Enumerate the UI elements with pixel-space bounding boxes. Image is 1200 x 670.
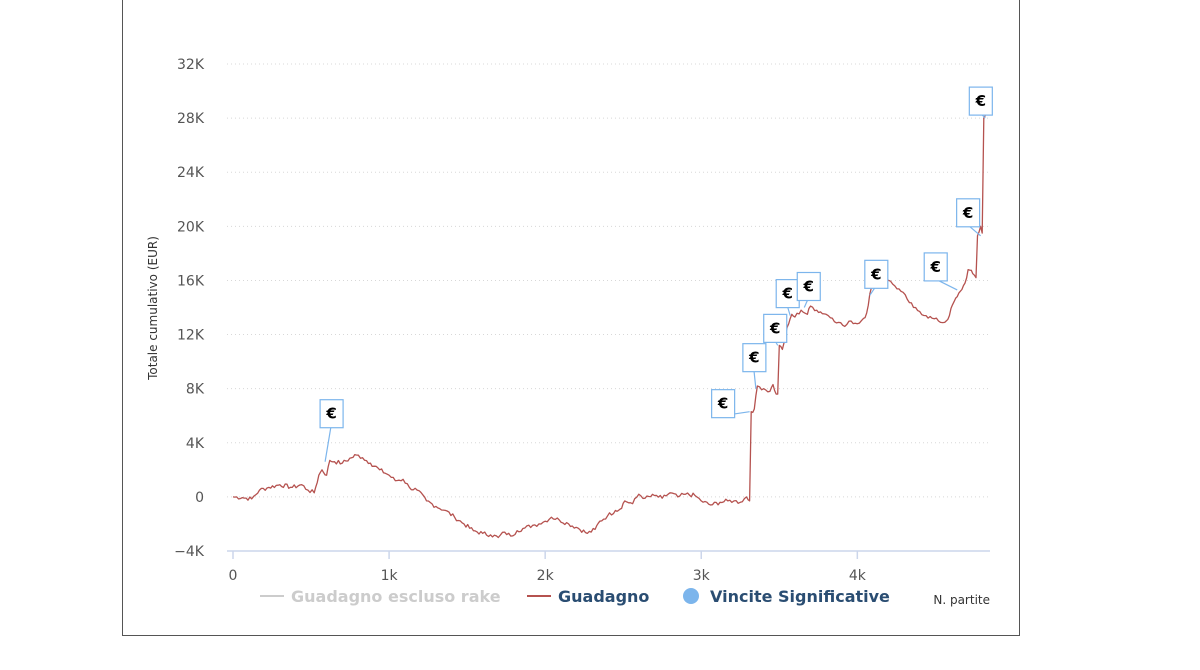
y-tick-label: −4K	[174, 544, 205, 560]
legend-item[interactable]: Guadagno escluso rake	[260, 587, 501, 606]
win-flag[interactable]: €	[923, 252, 958, 291]
euro-icon: €	[748, 349, 759, 367]
x-tick-label: 3k	[693, 568, 711, 584]
flag-box	[711, 389, 736, 419]
flag-pole	[753, 369, 757, 389]
flag-box	[763, 313, 788, 343]
x-axis-title: N. partite	[933, 593, 990, 607]
series-layer	[232, 115, 986, 539]
y-tick-label: 12K	[177, 328, 205, 344]
euro-icon: €	[717, 395, 728, 413]
y-tick-label: 32K	[177, 57, 205, 73]
x-tick-label: 1k	[381, 568, 399, 584]
significant-wins-flags[interactable]: €€€€€ €€ €€€	[319, 86, 993, 462]
y-axis: −4K 0 4K 8K 12K 16K 20K 24K 28K 32K	[174, 57, 205, 560]
win-flag[interactable]: €	[775, 279, 800, 316]
y-tick-label: 16K	[177, 273, 205, 289]
legend-item[interactable]: Vincite Significative	[683, 587, 890, 606]
y-tick-label: 20K	[177, 219, 205, 235]
euro-icon: €	[930, 258, 941, 276]
flag-box	[319, 399, 344, 429]
flag-box	[968, 86, 993, 116]
euro-icon: €	[325, 405, 336, 423]
win-flag[interactable]: €	[968, 86, 993, 119]
win-flag[interactable]: €	[956, 198, 982, 237]
win-flag[interactable]: €	[796, 271, 821, 308]
win-flag[interactable]: €	[864, 259, 889, 296]
euro-icon: €	[975, 92, 986, 110]
euro-icon: €	[962, 204, 973, 222]
win-flag[interactable]: €	[319, 399, 344, 462]
win-flag[interactable]: €	[763, 313, 788, 346]
legend-label: Guadagno escluso rake	[291, 587, 501, 606]
euro-icon: €	[870, 265, 881, 283]
x-axis: 0 1k 2k 3k 4k	[227, 550, 990, 584]
flag-box	[796, 271, 821, 302]
euro-icon: €	[803, 278, 814, 296]
legend-label: Vincite Significative	[710, 587, 890, 606]
flag-pole	[324, 425, 332, 462]
y-tick-label: 4K	[186, 436, 205, 452]
chart-frame	[122, 0, 1020, 636]
y-tick-label: 8K	[186, 382, 205, 398]
legend-label: Guadagno	[558, 587, 649, 606]
y-tick-label: 0	[195, 490, 204, 506]
y-axis-title: Totale cumulativo (EUR)	[146, 236, 160, 381]
y-tick-label: 28K	[177, 111, 205, 127]
euro-icon: €	[781, 285, 792, 303]
win-flag[interactable]: €	[742, 343, 767, 389]
flag-box	[864, 259, 889, 289]
euro-icon: €	[769, 319, 780, 337]
x-tick-label: 0	[229, 568, 238, 584]
guadagno-line	[232, 115, 986, 539]
y-tick-label: 24K	[177, 165, 205, 181]
x-tick-label: 4k	[849, 568, 867, 584]
x-tick-label: 2k	[537, 568, 555, 584]
flag-box	[923, 252, 948, 282]
legend-item[interactable]: Guadagno	[527, 587, 649, 606]
flag-box	[956, 198, 981, 228]
win-flag[interactable]: €	[711, 389, 750, 419]
flag-box	[742, 343, 767, 373]
legend[interactable]: Guadagno escluso rake Guadagno Vincite Sig…	[260, 587, 890, 606]
legend-symbol	[683, 588, 699, 604]
